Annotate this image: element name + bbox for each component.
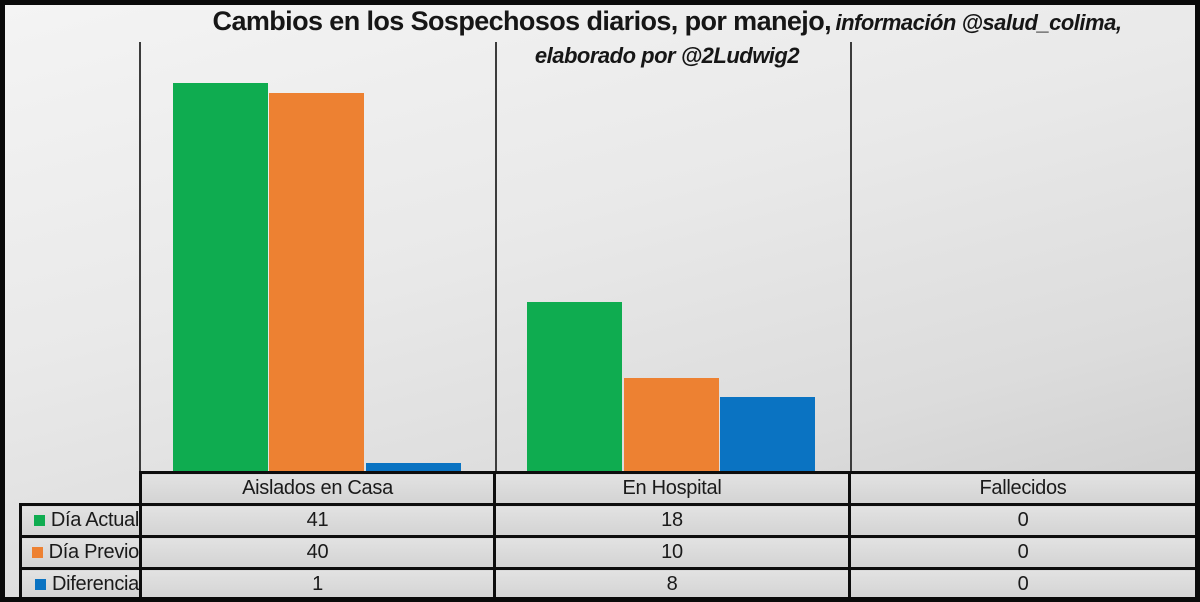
row-label-diferencia: Diferencia [19,567,142,602]
chart-title-block: Cambios en los Sospechosos diarios, por … [139,5,1195,69]
value-cell: 0 [848,567,1198,602]
table-header-fallecidos: Fallecidos [848,471,1198,506]
bar-día-actual-cat1 [527,302,622,473]
row-label-text: Día Previo [48,541,139,563]
value-cell: 8 [493,567,851,602]
table-corner-spacer [21,473,141,505]
title-credit: información @salud_colima, [835,10,1122,35]
value-cell: 0 [848,535,1198,570]
bar-día-previo-cat0 [269,93,364,473]
table-row-dia-previo: Día Previo 40 10 0 [19,535,1198,570]
value-cell: 41 [139,503,496,538]
title-credit-line2: elaborado por @2Ludwig2 [534,42,800,68]
bar-día-previo-cat1 [623,378,719,473]
value-cell: 0 [848,503,1198,538]
legend-swatch-diferencia [34,579,46,590]
table-header-hospital: En Hospital [493,471,851,506]
table-header-row: Aislados en Casa En Hospital Fallecidos [21,471,1198,506]
row-label-dia-previo: Día Previo [19,535,142,570]
row-label-dia-actual: Día Actual [19,503,142,538]
bar-diferencia-cat0 [365,463,461,473]
category-divider-1 [495,42,497,473]
category-divider-2 [850,42,852,473]
legend-swatch-dia-actual [33,515,45,526]
row-label-text: Diferencia [51,573,139,595]
page-title: Cambios en los Sospechosos diarios, por … [212,6,832,36]
value-cell: 10 [493,535,851,570]
value-cell: 40 [139,535,496,570]
value-cell: 1 [139,567,496,602]
data-table: Aislados en Casa En Hospital Fallecidos … [19,471,1198,602]
plot-area [139,42,1200,473]
row-label-text: Día Actual [50,509,139,531]
table-row-diferencia: Diferencia 1 8 0 [19,567,1198,602]
legend-swatch-dia-previo [31,547,43,558]
table-header-aislados: Aislados en Casa [139,471,496,506]
bar-diferencia-cat1 [720,397,815,473]
bar-día-actual-cat0 [172,83,268,473]
table-row-dia-actual: Día Actual 41 18 0 [19,503,1198,538]
title-line1: Cambios en los Sospechosos diarios, por … [139,5,1195,39]
value-cell: 18 [493,503,851,538]
